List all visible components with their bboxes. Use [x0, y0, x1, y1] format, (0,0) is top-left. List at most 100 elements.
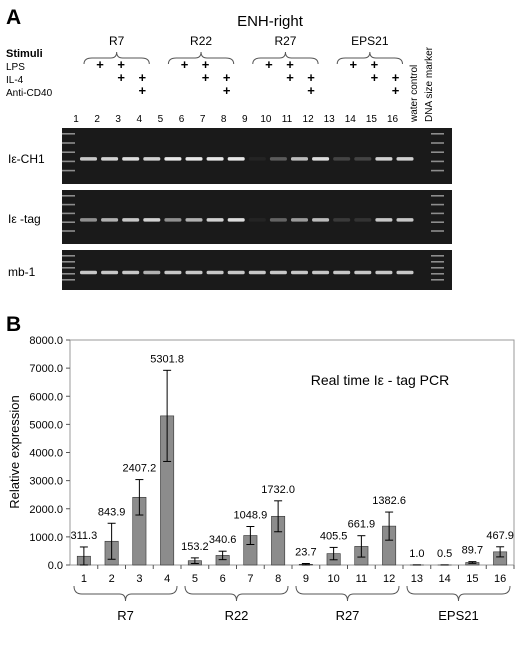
- gel-background: [62, 190, 452, 244]
- ladder-band: [431, 267, 444, 269]
- gel-band: [122, 218, 140, 222]
- x-tick-label: 15: [466, 573, 478, 585]
- y-tick-label: 6000.0: [29, 391, 63, 403]
- gel-band: [164, 157, 182, 161]
- x-tick-label: 9: [303, 573, 309, 585]
- ladder-band: [62, 279, 75, 281]
- plus-sign: +: [117, 57, 125, 72]
- ladder-band: [62, 261, 75, 263]
- ladder-band: [62, 230, 75, 232]
- gel-band: [206, 270, 224, 275]
- plus-sign: +: [371, 57, 379, 72]
- lane-number: 2: [94, 114, 100, 125]
- gel-band: [143, 218, 161, 222]
- ladder-band: [431, 273, 444, 275]
- ladder-band: [431, 142, 444, 144]
- gel-2: [62, 250, 452, 290]
- data-label: 2407.2: [123, 463, 157, 475]
- chart-group-brace: [295, 585, 400, 602]
- plus-sign: +: [202, 70, 210, 85]
- gel-band: [291, 157, 308, 161]
- plus-sign: +: [202, 57, 210, 72]
- data-label: 0.5: [437, 548, 452, 560]
- gel-band: [248, 157, 266, 161]
- ladder-band: [62, 133, 75, 135]
- lane-number: 16: [387, 114, 399, 125]
- gel-band: [269, 157, 287, 161]
- lane-number: 13: [324, 114, 336, 125]
- gel-band: [333, 270, 351, 275]
- data-label: 311.3: [71, 530, 98, 542]
- gel-band: [375, 270, 393, 275]
- gel-band: [227, 218, 245, 222]
- lane-number: 11: [282, 114, 293, 125]
- lane-number: 8: [221, 114, 227, 125]
- ladder-band: [431, 160, 444, 163]
- group-label: EPS21: [351, 34, 389, 48]
- lane-number: 6: [179, 114, 185, 125]
- x-axis: 1 2 3 4 5 6 7 8 9 10 11 12 13 14 15 16: [81, 565, 515, 585]
- lane-number: 15: [366, 114, 378, 125]
- gel-band: [227, 270, 245, 275]
- lane-number: 7: [200, 114, 206, 125]
- x-tick-label: 12: [383, 573, 395, 585]
- group-brace-top: [252, 51, 319, 65]
- gel-band: [375, 157, 393, 161]
- gel-band: [185, 218, 203, 222]
- gel-band: [269, 218, 287, 222]
- gel-label-mb1: mb-1: [8, 265, 36, 279]
- ladder-band: [62, 212, 75, 215]
- panel-b-letter: B: [6, 313, 21, 336]
- lane-number: 9: [242, 114, 248, 125]
- ladder-band: [431, 230, 444, 232]
- stimulus-anti-cd40: Anti-CD40: [6, 88, 53, 99]
- gel-band: [396, 270, 414, 275]
- y-tick-label: 5000.0: [29, 419, 63, 431]
- plus-sign: +: [371, 70, 379, 85]
- chart-group-brace: [73, 585, 178, 602]
- ladder-band: [431, 203, 444, 206]
- ladder-band: [431, 195, 444, 197]
- x-tick-label: 5: [192, 573, 198, 585]
- group-labels: R7 R22 R27 EPS21: [109, 34, 389, 48]
- plus-sign: +: [223, 83, 231, 98]
- ladder-band: [431, 221, 444, 223]
- plus-sign: +: [350, 57, 358, 72]
- gel-band: [122, 157, 140, 161]
- plus-sign: +: [265, 57, 273, 72]
- gel-band: [164, 218, 182, 222]
- dna-size-marker-label: DNA size marker: [424, 46, 435, 122]
- stimulus-lps: LPS: [6, 62, 25, 73]
- gel-band: [248, 218, 266, 222]
- x-tick-label: 3: [136, 573, 142, 585]
- x-tick-label: 16: [494, 573, 506, 585]
- gel-band: [185, 157, 203, 161]
- gel-band: [269, 270, 287, 275]
- gel-band: [396, 157, 414, 161]
- ladder-band: [431, 255, 444, 257]
- ladder-band: [62, 267, 75, 269]
- plus-sign: +: [223, 70, 231, 85]
- gel-band: [354, 218, 372, 222]
- x-tick-label: 7: [247, 573, 253, 585]
- gel-label-ie-ch1: Iε-CH1: [8, 152, 45, 166]
- ladder-band: [62, 255, 75, 257]
- y-tick-label: 3000.0: [29, 476, 63, 488]
- y-axis: 0.0 1000.0 2000.0 3000.0 4000.0 5000.0 6000.0 7…: [29, 335, 70, 572]
- group-brace-top: [83, 51, 150, 65]
- y-tick-label: 2000.0: [29, 504, 63, 516]
- group-label: R22: [190, 34, 212, 48]
- gel-band: [354, 157, 372, 161]
- data-label: 340.6: [209, 534, 237, 546]
- gel-band: [143, 270, 161, 275]
- data-label: 89.7: [462, 545, 483, 557]
- data-label: 23.7: [295, 546, 316, 558]
- gel-band: [354, 270, 372, 275]
- plus-sign: +: [307, 70, 315, 85]
- ladder-band: [62, 203, 75, 206]
- x-tick-label: 2: [109, 573, 115, 585]
- chart-title: Real time Iε - tag PCR: [311, 372, 450, 388]
- group-brace-top: [336, 51, 403, 65]
- gel-band: [143, 157, 161, 161]
